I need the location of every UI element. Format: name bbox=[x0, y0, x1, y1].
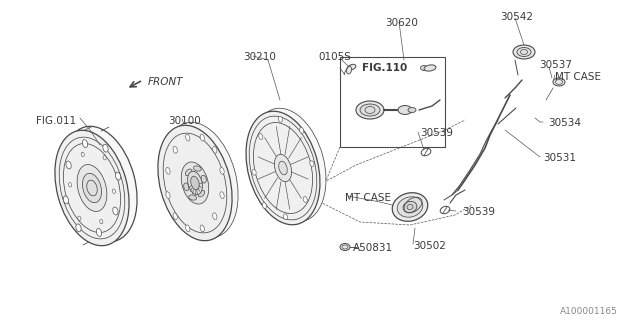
Ellipse shape bbox=[278, 116, 282, 122]
Ellipse shape bbox=[83, 140, 88, 148]
Ellipse shape bbox=[403, 201, 417, 212]
Ellipse shape bbox=[97, 228, 102, 236]
Ellipse shape bbox=[220, 192, 224, 199]
Ellipse shape bbox=[188, 171, 202, 195]
Ellipse shape bbox=[166, 167, 170, 174]
Text: 30534: 30534 bbox=[548, 118, 581, 128]
Ellipse shape bbox=[81, 152, 84, 157]
Ellipse shape bbox=[173, 146, 177, 153]
Ellipse shape bbox=[348, 64, 356, 70]
Ellipse shape bbox=[63, 143, 120, 233]
Ellipse shape bbox=[310, 161, 314, 167]
Text: 0105S: 0105S bbox=[318, 52, 351, 62]
Text: 30100: 30100 bbox=[168, 116, 201, 126]
Ellipse shape bbox=[303, 196, 307, 203]
Ellipse shape bbox=[186, 225, 190, 232]
Ellipse shape bbox=[181, 162, 209, 204]
Ellipse shape bbox=[115, 172, 121, 180]
Ellipse shape bbox=[420, 66, 428, 70]
Ellipse shape bbox=[59, 137, 125, 239]
Ellipse shape bbox=[63, 126, 137, 242]
Ellipse shape bbox=[158, 125, 232, 241]
Ellipse shape bbox=[163, 133, 227, 233]
Ellipse shape bbox=[100, 219, 103, 224]
Ellipse shape bbox=[259, 133, 263, 140]
Ellipse shape bbox=[186, 169, 192, 176]
Text: 30539: 30539 bbox=[420, 128, 453, 138]
Ellipse shape bbox=[66, 161, 71, 169]
Ellipse shape bbox=[83, 173, 102, 203]
Ellipse shape bbox=[284, 214, 287, 220]
Ellipse shape bbox=[78, 216, 81, 220]
Ellipse shape bbox=[200, 134, 204, 141]
Ellipse shape bbox=[397, 197, 423, 217]
Ellipse shape bbox=[164, 122, 238, 238]
Ellipse shape bbox=[113, 207, 118, 215]
Ellipse shape bbox=[166, 192, 170, 199]
Ellipse shape bbox=[200, 225, 204, 232]
Ellipse shape bbox=[246, 111, 320, 225]
Ellipse shape bbox=[356, 101, 384, 119]
Text: FIG.110: FIG.110 bbox=[362, 63, 407, 73]
Ellipse shape bbox=[408, 108, 416, 113]
Ellipse shape bbox=[113, 189, 115, 193]
Ellipse shape bbox=[212, 146, 217, 153]
Text: 30531: 30531 bbox=[543, 153, 576, 163]
Ellipse shape bbox=[198, 190, 205, 197]
Ellipse shape bbox=[300, 128, 304, 133]
Ellipse shape bbox=[340, 244, 350, 251]
Ellipse shape bbox=[346, 66, 351, 74]
Ellipse shape bbox=[220, 167, 224, 174]
Ellipse shape bbox=[77, 164, 107, 212]
Text: FIG.011: FIG.011 bbox=[36, 116, 76, 126]
Ellipse shape bbox=[392, 193, 428, 221]
Ellipse shape bbox=[398, 106, 412, 115]
Ellipse shape bbox=[249, 116, 317, 220]
Ellipse shape bbox=[189, 195, 196, 200]
Text: 30539: 30539 bbox=[462, 207, 495, 217]
Ellipse shape bbox=[553, 78, 565, 86]
Ellipse shape bbox=[517, 47, 531, 57]
Ellipse shape bbox=[201, 175, 206, 183]
Ellipse shape bbox=[279, 161, 287, 175]
Ellipse shape bbox=[424, 65, 436, 71]
Ellipse shape bbox=[262, 203, 266, 208]
Ellipse shape bbox=[191, 176, 199, 190]
Text: 30620: 30620 bbox=[385, 18, 418, 28]
Text: 30542: 30542 bbox=[500, 12, 533, 22]
Ellipse shape bbox=[193, 166, 201, 171]
Text: A50831: A50831 bbox=[353, 243, 393, 253]
Ellipse shape bbox=[275, 154, 292, 182]
Ellipse shape bbox=[252, 169, 256, 175]
Text: 30502: 30502 bbox=[413, 241, 446, 251]
Text: FRONT: FRONT bbox=[148, 77, 184, 87]
Ellipse shape bbox=[513, 45, 535, 59]
Ellipse shape bbox=[63, 196, 68, 204]
Ellipse shape bbox=[186, 134, 190, 141]
Ellipse shape bbox=[173, 213, 177, 220]
Text: MT CASE: MT CASE bbox=[345, 193, 391, 203]
Ellipse shape bbox=[184, 183, 189, 191]
Text: 30210: 30210 bbox=[243, 52, 276, 62]
Ellipse shape bbox=[212, 213, 217, 220]
Text: 30537: 30537 bbox=[539, 60, 572, 70]
Text: A100001165: A100001165 bbox=[560, 307, 618, 316]
Text: MT CASE: MT CASE bbox=[555, 72, 601, 82]
Ellipse shape bbox=[68, 183, 72, 187]
Ellipse shape bbox=[103, 156, 106, 160]
Ellipse shape bbox=[360, 104, 380, 116]
Ellipse shape bbox=[55, 130, 129, 246]
Ellipse shape bbox=[76, 224, 81, 232]
Ellipse shape bbox=[103, 144, 108, 152]
Ellipse shape bbox=[252, 108, 326, 222]
Bar bbox=[340, 57, 445, 147]
